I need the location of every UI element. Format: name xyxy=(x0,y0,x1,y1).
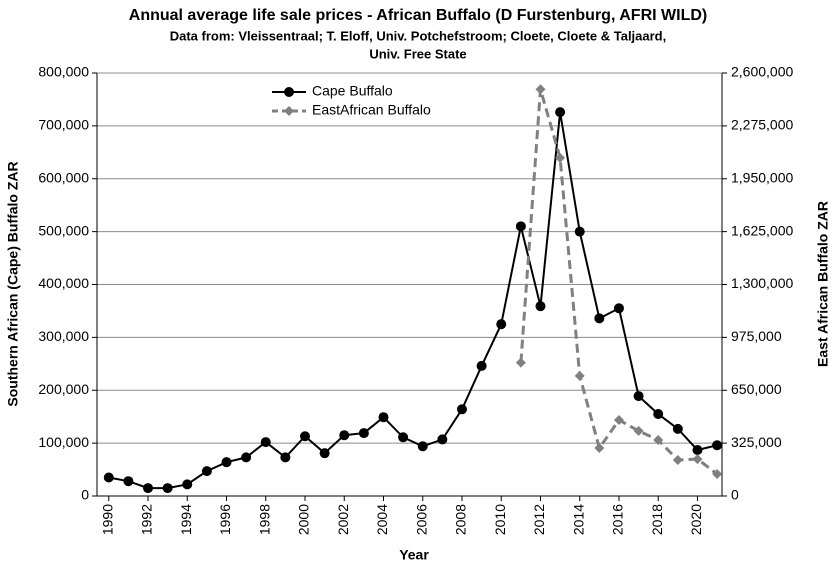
y2-tick-label: 650,000 xyxy=(731,381,782,397)
x-tick-label: 1994 xyxy=(178,504,194,535)
y-tick-label: 100,000 xyxy=(38,434,89,450)
x-tick-label: 1990 xyxy=(99,504,115,535)
y-tick-label: 600,000 xyxy=(38,169,89,185)
point xyxy=(241,452,252,463)
legend-label: EastAfrican Buffalo xyxy=(312,102,431,118)
point xyxy=(574,226,585,237)
y-axis-label: Southern African (Cape) Buffalo ZAR xyxy=(5,161,21,406)
point xyxy=(437,434,448,445)
point xyxy=(398,432,409,443)
point xyxy=(339,430,350,441)
point xyxy=(672,455,683,466)
x-tick-label: 2004 xyxy=(374,504,390,535)
point xyxy=(417,441,428,452)
y2-tick-label: 0 xyxy=(731,487,739,503)
chart-title: Annual average life sale prices - Africa… xyxy=(129,7,707,24)
point xyxy=(692,454,703,465)
point xyxy=(182,479,193,490)
point xyxy=(123,476,134,487)
y-tick-label: 0 xyxy=(81,487,89,503)
y-tick-label: 400,000 xyxy=(38,275,89,291)
point xyxy=(260,437,271,448)
point xyxy=(613,415,624,426)
y2-tick-label: 1,950,000 xyxy=(731,169,793,185)
point xyxy=(201,466,212,477)
point xyxy=(653,435,664,446)
x-tick-label: 2020 xyxy=(688,504,704,535)
y2-tick-label: 975,000 xyxy=(731,328,782,344)
legend-marker xyxy=(284,87,294,97)
point xyxy=(653,409,664,420)
point xyxy=(476,360,487,371)
point xyxy=(358,428,369,439)
series-line xyxy=(108,111,718,490)
point xyxy=(162,483,173,494)
x-tick-label: 2000 xyxy=(296,504,312,535)
legend-label: Cape Buffalo xyxy=(312,83,393,99)
point xyxy=(712,469,723,480)
point xyxy=(300,431,311,442)
point xyxy=(555,107,566,118)
y2-tick-label: 1,300,000 xyxy=(731,275,793,291)
point xyxy=(555,152,566,163)
x-tick-label: 2012 xyxy=(531,504,547,535)
point xyxy=(594,313,605,324)
point xyxy=(496,319,507,330)
x-tick-label: 1998 xyxy=(256,504,272,535)
point xyxy=(280,452,291,463)
x-tick-label: 2006 xyxy=(413,504,429,535)
y2-tick-label: 1,625,000 xyxy=(731,222,793,238)
point xyxy=(319,448,330,459)
point xyxy=(535,301,546,312)
y-tick-label: 300,000 xyxy=(38,328,89,344)
x-tick-label: 2010 xyxy=(492,504,508,535)
y2-tick-label: 325,000 xyxy=(731,434,782,450)
point xyxy=(378,412,389,423)
point xyxy=(221,457,232,468)
x-tick-label: 2018 xyxy=(649,504,665,535)
y-tick-label: 700,000 xyxy=(38,117,89,133)
x-tick-label: 2014 xyxy=(570,504,586,535)
point xyxy=(594,443,605,454)
y2-tick-label: 2,600,000 xyxy=(731,64,793,80)
chart-subtitle: Univ. Free State xyxy=(369,46,466,61)
y-tick-label: 500,000 xyxy=(38,222,89,238)
legend-marker xyxy=(284,106,294,116)
point xyxy=(535,84,546,95)
x-tick-label: 2016 xyxy=(610,504,626,535)
point xyxy=(633,391,644,402)
point xyxy=(712,440,723,451)
point xyxy=(692,444,703,455)
point xyxy=(103,472,114,483)
point xyxy=(633,425,644,436)
point xyxy=(613,303,624,314)
x-tick-label: 2008 xyxy=(453,504,469,535)
y-tick-label: 200,000 xyxy=(38,381,89,397)
x-tick-label: 1996 xyxy=(217,504,233,535)
x-tick-label: 1992 xyxy=(139,504,155,535)
point xyxy=(672,423,683,434)
point xyxy=(143,483,154,494)
x-axis-label: Year xyxy=(399,547,429,563)
y-tick-label: 800,000 xyxy=(38,64,89,80)
chart-subtitle: Data from: Vleissentraal; T. Eloff, Univ… xyxy=(170,28,667,43)
x-tick-label: 2002 xyxy=(335,504,351,535)
point xyxy=(574,370,585,381)
point xyxy=(515,221,526,232)
point xyxy=(515,357,526,368)
y2-axis-label: East African Buffalo ZAR xyxy=(815,201,831,367)
y2-tick-label: 2,275,000 xyxy=(731,117,793,133)
point xyxy=(456,404,467,415)
